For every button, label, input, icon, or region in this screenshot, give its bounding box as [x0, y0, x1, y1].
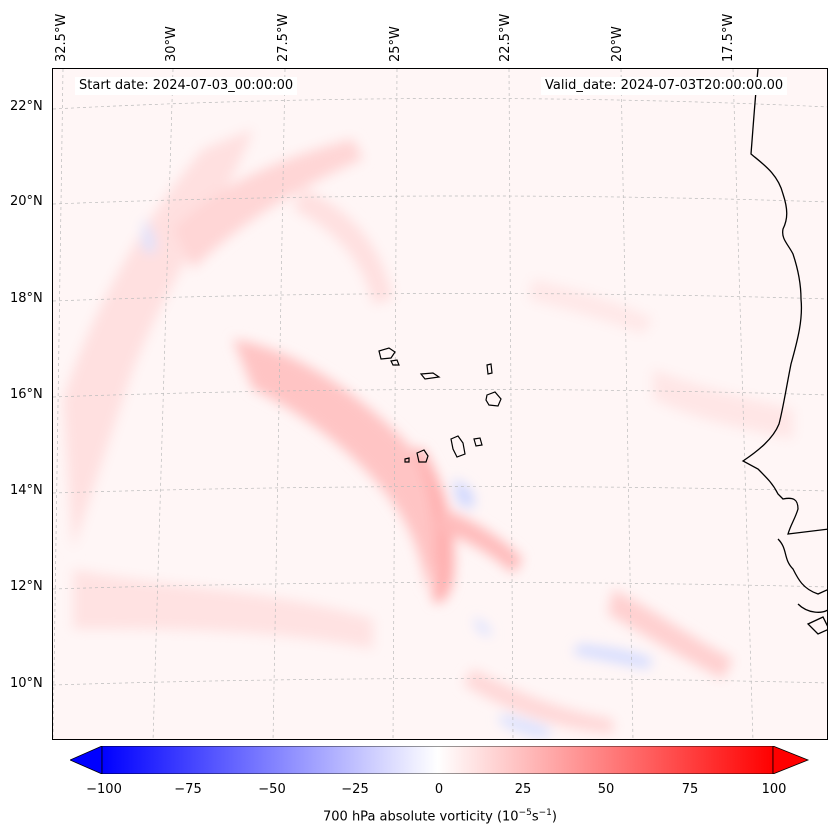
lon-label-25w: 25°W — [388, 26, 403, 62]
colorbar-title-exp2: −1 — [538, 808, 552, 818]
map-panel[interactable] — [52, 68, 828, 740]
valid-date-label: Valid_date: 2024-07-03T20:00:00.00 — [541, 77, 788, 95]
lat-label-22n: 22°N — [10, 99, 43, 114]
colorbar-max-extend — [772, 746, 810, 774]
vorticity-field — [53, 69, 827, 739]
colorbar-tick: 50 — [597, 782, 615, 797]
lat-label-16n: 16°N — [10, 387, 43, 402]
lat-label-20n: 20°N — [10, 194, 43, 209]
colorbar-tick: 25 — [514, 782, 532, 797]
colorbar-gradient — [101, 746, 774, 774]
lat-label-14n: 14°N — [10, 483, 43, 498]
lon-label-17-5w: 17.5°W — [721, 13, 736, 62]
lat-label-10n: 10°N — [10, 676, 43, 691]
coastline — [741, 69, 827, 635]
cape-verde-islands — [378, 347, 502, 463]
lon-label-27-5w: 27.5°W — [276, 13, 291, 62]
lon-label-20w: 20°W — [610, 26, 625, 62]
start-date-label: Start date: 2024-07-03_00:00:00 — [75, 77, 298, 95]
colorbar-title-text: 700 hPa absolute vorticity (10 — [323, 809, 519, 825]
colorbar-tick: 0 — [434, 782, 444, 797]
colorbar-title-mid: s — [531, 809, 539, 825]
colorbar-tick: 100 — [761, 782, 787, 797]
colorbar-tick: −100 — [86, 782, 122, 797]
colorbar-tick: −25 — [341, 782, 369, 797]
colorbar-tick: −75 — [174, 782, 202, 797]
graticule — [53, 69, 827, 739]
lon-label-32-5w: 32.5°W — [54, 13, 69, 62]
colorbar-title-end: ) — [551, 809, 557, 825]
lat-label-12n: 12°N — [10, 579, 43, 594]
colorbar-title-exp1: −5 — [518, 808, 532, 818]
colorbar-tick: 75 — [681, 782, 699, 797]
colorbar-tick: −50 — [258, 782, 286, 797]
colorbar-title: 700 hPa absolute vorticity (10−5s−1) — [0, 808, 837, 824]
colorbar-min-extend — [70, 746, 103, 774]
vorticity-shading — [63, 129, 793, 739]
lon-label-30w: 30°W — [164, 26, 179, 62]
lon-label-22-5w: 22.5°W — [498, 13, 513, 62]
colorbar — [70, 746, 810, 774]
lat-label-18n: 18°N — [10, 291, 43, 306]
